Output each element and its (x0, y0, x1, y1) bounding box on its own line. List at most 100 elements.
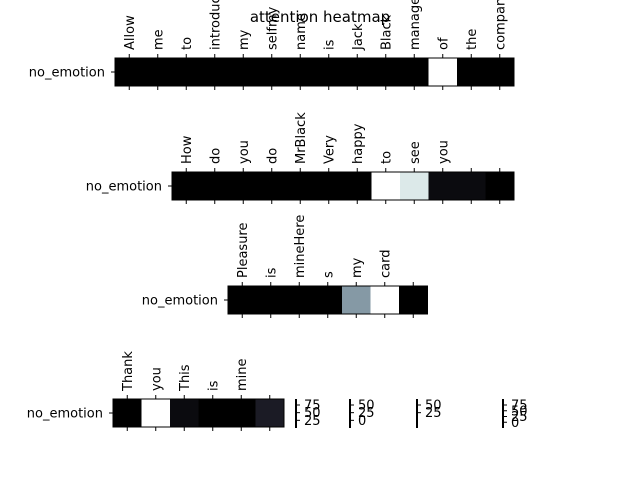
column-token-label: name (294, 13, 309, 50)
column-token-label: my (237, 29, 252, 50)
column-token-label: of (436, 37, 451, 50)
colorbar-tick-label: 75 (304, 399, 321, 414)
heatmap-cell (400, 172, 429, 200)
row-label: no_emotion (27, 407, 103, 422)
heatmap-cell (457, 172, 486, 200)
column-token-label: card (378, 250, 393, 278)
row-label: no_emotion (86, 180, 162, 195)
column-token-label: Thank (121, 351, 136, 392)
heatmap-panel: no_emotion Allow me to introduce my selfmy name… (29, 0, 515, 90)
column-token-label: Jack (351, 23, 366, 51)
heatmap-cell (141, 399, 171, 427)
colorbar-tick-label: 0 (511, 416, 519, 431)
colorbar-tick-label: 25 (304, 414, 321, 429)
column-token-label: me (151, 29, 166, 50)
heatmap-cell (342, 286, 371, 314)
colorbar-tick-label: 25 (358, 406, 375, 421)
column-token-label: mine (235, 358, 250, 391)
heatmap-cell (371, 172, 401, 200)
colorbar-tick-label: 0 (358, 414, 366, 429)
colorbar-tick-label: 50 (511, 404, 528, 419)
column-token-label: manager (408, 0, 423, 50)
column-token-label: MrBlack (294, 112, 309, 164)
colorbar-tick-label: 25 (511, 410, 528, 425)
heatmap-cell (286, 58, 315, 86)
heatmap-cell (314, 172, 344, 200)
heatmap-cell (371, 58, 401, 86)
column-token-label: do (265, 148, 280, 164)
heatmap-cell (399, 286, 428, 314)
column-token-label: selfmy (265, 6, 280, 50)
column-token-label: Allow (123, 15, 138, 50)
heatmap-cell (457, 58, 486, 86)
heatmap-cell (314, 58, 344, 86)
heatmap-cell (428, 58, 458, 86)
heatmap-cell (172, 58, 201, 86)
column-token-label: my (350, 257, 365, 278)
column-token-label: to (180, 37, 195, 50)
heatmap-cell (285, 286, 314, 314)
heatmap-cell (257, 58, 287, 86)
chart-title: attention heatmap (250, 8, 390, 26)
heatmap-cell (143, 58, 173, 86)
row-label: no_emotion (29, 66, 105, 81)
colorbar-tick-label: 25 (425, 406, 442, 421)
heatmap-cell (170, 399, 199, 427)
heatmap-cell (257, 172, 287, 200)
heatmap-cell (115, 58, 144, 86)
column-token-label: happy (351, 123, 366, 164)
heatmap-cell (400, 58, 429, 86)
column-token-label: s (321, 271, 336, 278)
heatmap-panel: no_emotion Thank you This is mine (27, 351, 285, 431)
heatmap-cell (198, 399, 228, 427)
colorbar-tick-label: 50 (304, 406, 321, 421)
column-token-label: Black (379, 14, 394, 50)
column-token-label: see (408, 141, 423, 164)
column-token-label: you (237, 140, 252, 164)
row-label: no_emotion (142, 294, 218, 309)
heatmap-cell (227, 399, 256, 427)
heatmap-cell (172, 172, 201, 200)
colorbar-tick-label: 75 (511, 399, 528, 414)
colorbar-tick-label: 50 (358, 399, 375, 414)
column-token-label: to (379, 151, 394, 164)
column-token-label: mineHere (293, 215, 308, 278)
column-token-label: How (180, 135, 195, 164)
heatmap-cell (343, 172, 372, 200)
column-token-label: you (436, 140, 451, 164)
heatmap-cell (428, 172, 458, 200)
heatmap-panel: no_emotion Pleasure is mineHere s my card (142, 215, 428, 318)
column-token-label: company (493, 0, 508, 50)
heatmap-cell (229, 172, 258, 200)
column-token-label: Pleasure (236, 223, 251, 279)
heatmap-cell (286, 172, 315, 200)
heatmap-cell (255, 399, 285, 427)
column-token-label: Very (322, 135, 337, 164)
heatmap-cell (200, 58, 230, 86)
heatmap-cell (343, 58, 372, 86)
column-token-label: you (149, 367, 164, 391)
column-token-label: is (322, 39, 337, 50)
column-token-label: the (465, 29, 480, 50)
column-token-label: introduce (208, 0, 223, 50)
heatmap-cell (485, 58, 515, 86)
heatmap-cell (113, 399, 142, 427)
colorbar-tick-label: 50 (425, 399, 442, 414)
column-token-label: is (264, 267, 279, 278)
column-token-label: is (206, 380, 221, 391)
heatmap-cell (256, 286, 286, 314)
heatmap-cell (228, 286, 257, 314)
heatmap-cell (200, 172, 230, 200)
heatmap-cell (485, 172, 515, 200)
heatmap-cell (313, 286, 343, 314)
column-token-label: This (178, 364, 193, 392)
heatmap-cell (229, 58, 258, 86)
heatmap-cell (370, 286, 400, 314)
column-token-label: do (208, 148, 223, 164)
